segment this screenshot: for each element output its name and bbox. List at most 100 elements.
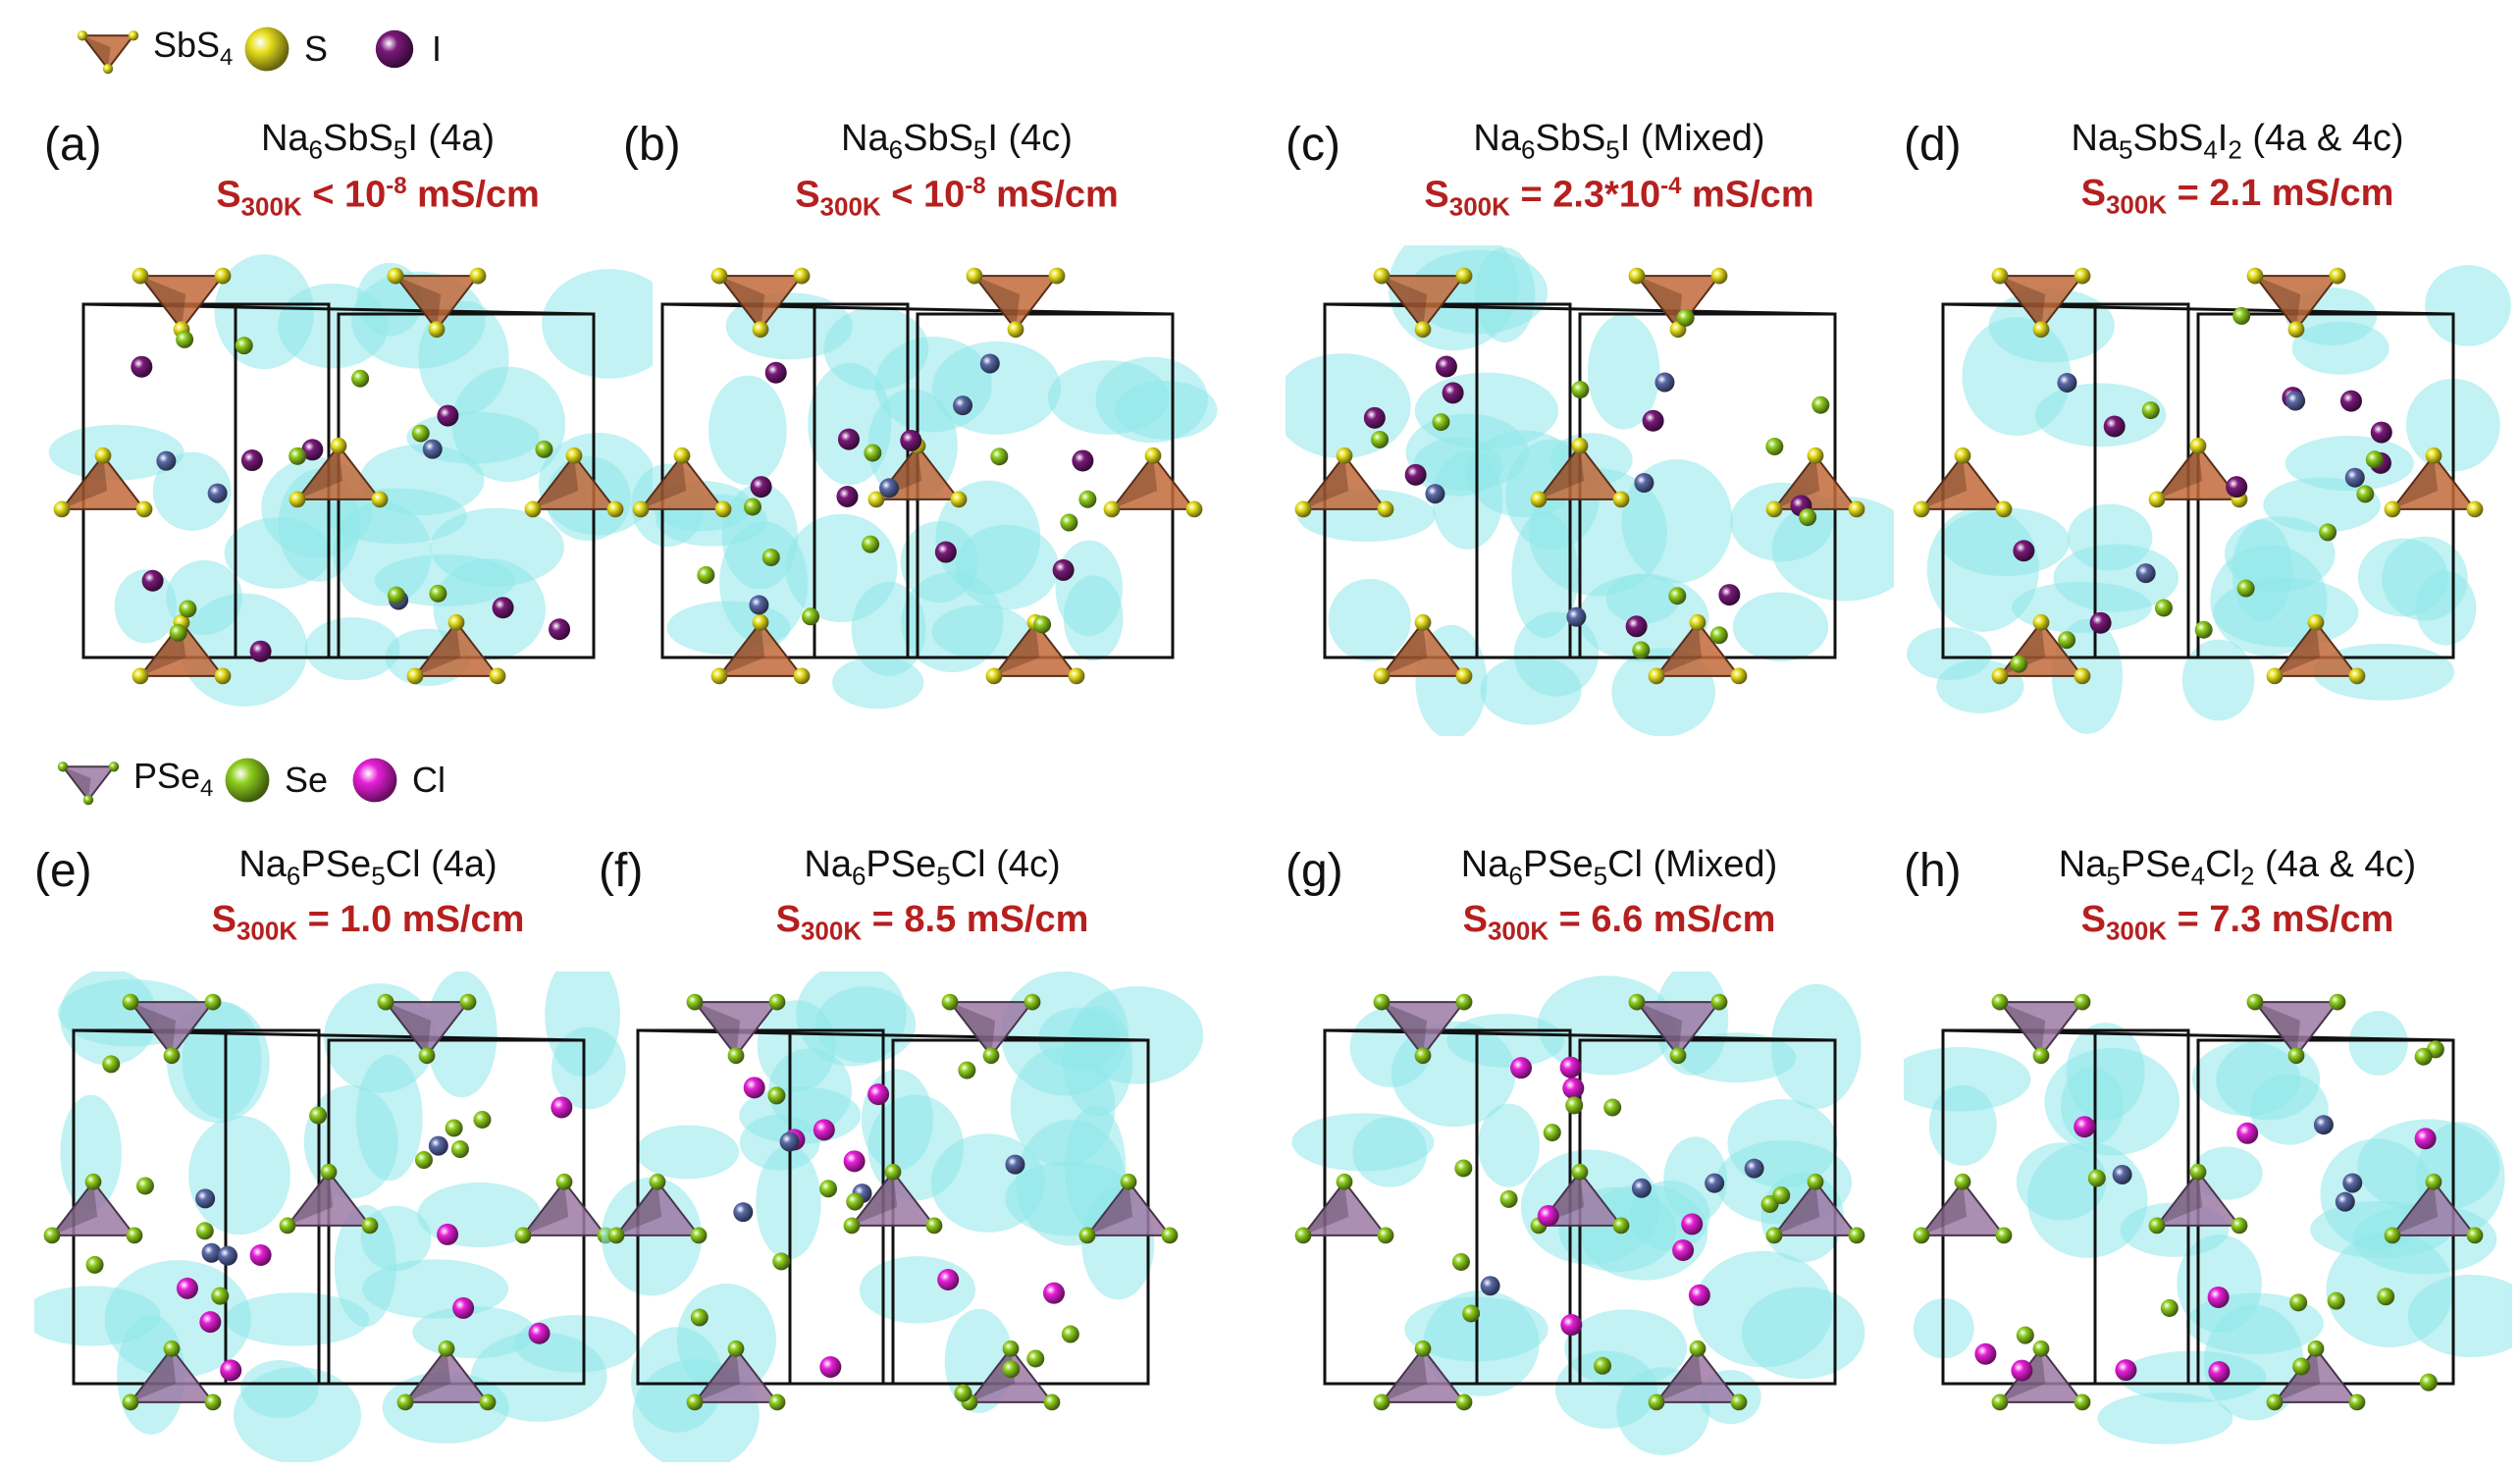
pse4-tetrahedron-vertex [1991,993,2009,1011]
panel-a: (a) Na6SbS5I (4a) S300K < 10-8 mS/cm [44,118,653,746]
sbs4-tetrahedron-vertex [1913,500,1930,518]
legend-ball-magenta-icon [352,758,397,803]
selenium-atom-icon [225,758,270,803]
sbs4-tetrahedron-vertex [214,267,232,285]
legend-label: PSe4 [133,756,214,803]
panel-f: (f) Na6PSe5Cl (4c) S300K = 8.5 mS/cm [599,844,1207,1472]
pse4-tetrahedron-vertex [2246,993,2264,1011]
sodium-atom [207,483,228,503]
pse4-tetrahedron [2154,1170,2242,1227]
sodium-site-atom [2365,450,2384,469]
sodium-site-atom [1061,1325,1079,1343]
chlorine-atom [2208,1361,2231,1384]
sbs4-tetrahedron-vertex [1571,437,1589,454]
pse4-tetrahedron [1379,1001,1467,1058]
sbs4-tetrahedron [1379,275,1467,332]
pse4-tetrahedron-vertex [163,1340,181,1357]
sbs4-tetrahedron-vertex [985,667,1003,685]
sbs4-tetrahedron-vertex [1103,500,1121,518]
sodium-site-atom [2289,1293,2308,1312]
iodine-atom [1625,615,1648,638]
sodium-site-atom [195,1222,214,1240]
sodium-atom [1705,1173,1725,1193]
sbs4-tetrahedron [2272,620,2360,677]
pse4-tetrahedron [49,1180,137,1236]
sodium-atom [2342,1173,2363,1193]
pse4-tetrahedron-vertex [377,993,394,1011]
sbs4-tetrahedron-vertex [793,267,811,285]
sbs4-tetrahedron-vertex [2384,500,2401,518]
pse4-tetrahedron-vertex [2032,1047,2050,1065]
sbs4-tetrahedron [971,275,1060,332]
sbs4-tetrahedron-vertex [489,667,506,685]
sodium-atom [201,1242,222,1263]
sbs4-tetrahedron-vertex [428,321,446,339]
panel-letter: (f) [599,845,644,897]
sodium-site-atom [1632,641,1651,659]
chlorine-atom [220,1359,242,1382]
sbs4-tetrahedron-vertex [406,667,424,685]
chlorine-atom [843,1150,866,1173]
sodium-site-atom [1371,430,1390,448]
pse4-tetrahedron-vertex [1024,993,1041,1011]
sodium-atom [2057,372,2077,393]
pse4-tetrahedron-icon [60,765,117,802]
pse4-tetrahedron [613,1180,702,1236]
iodine-atom [1442,382,1464,404]
iodine-atom [836,485,859,507]
pse4-tetrahedron-vertex [2266,1393,2284,1411]
pse4-tetrahedron-vertex [925,1217,943,1235]
sbs4-tetrahedron [294,444,383,500]
pse4-tetrahedron-vertex [438,1340,455,1357]
sodium-atom [2112,1164,2132,1184]
sbs4-tetrahedron [991,620,1079,677]
sodium-site-atom [211,1287,230,1305]
sbs4-tetrahedron-vertex [710,667,728,685]
sbs4-tetrahedron-vertex [1455,667,1473,685]
chlorine-atom [1559,1056,1582,1078]
sbs4-tetrahedron [2154,444,2242,500]
chlorine-atom [1681,1213,1704,1235]
sodium-site-atom [85,1255,104,1274]
crystal-structure [1907,265,2511,735]
panel-conductivity: S300K = 8.5 mS/cm [775,899,1089,946]
sodium-atom [2285,391,2306,411]
sodium-site-atom [802,607,820,626]
pse4-tetrahedron-vertex [361,1217,379,1235]
sbs4-tetrahedron-vertex [2246,267,2264,285]
sodium-site-atom [767,1086,786,1105]
sbs4-tetrahedron-vertex [673,447,691,464]
iodine-atom [1718,584,1741,606]
sodium-site-atom [743,498,761,516]
pse4-tetrahedron [692,1001,780,1058]
sbs4-tetrahedron-vertex [867,491,885,508]
sodium-atom [1634,472,1654,493]
pse4-tetrahedron [383,1001,471,1058]
pse4-tetrahedron-vertex [941,993,959,1011]
sbs4-tetrahedron [1379,620,1467,677]
pse4-tetrahedron [128,1001,216,1058]
crystal-structure [34,972,639,1462]
iodine-atom [1052,558,1075,581]
pse4-tetrahedron-vertex [727,1047,745,1065]
pse4-tetrahedron-vertex [768,993,786,1011]
pse4-tetrahedron-vertex [1373,1393,1391,1411]
sbs4-tetrahedron-vertex [1455,267,1473,285]
pse4-tetrahedron-vertex [1954,1173,1971,1190]
panel-formula: Na5SbS4I2 (4a & 4c) [2071,118,2404,165]
pse4-tetrahedron-vertex [1913,1227,1930,1244]
sodium-site-atom [535,440,553,458]
chlorine-atom [551,1096,573,1119]
sbs4-tetrahedron-vertex [1689,613,1706,631]
pse4-tetrahedron-vertex [1628,993,1646,1011]
sodium-site-atom [2141,401,2160,420]
pse4-tetrahedron-vertex [1373,993,1391,1011]
pse4-tetrahedron-vertex [690,1227,708,1244]
iodine-atom [131,355,153,378]
pse4-tetrahedron-vertex [607,1227,625,1244]
iodine-atom [301,439,324,461]
pse4-tetrahedron [692,1346,780,1403]
sodium-site-atom [2356,485,2375,503]
sodium-site-atom [179,600,197,618]
iodine-atom [837,428,860,450]
